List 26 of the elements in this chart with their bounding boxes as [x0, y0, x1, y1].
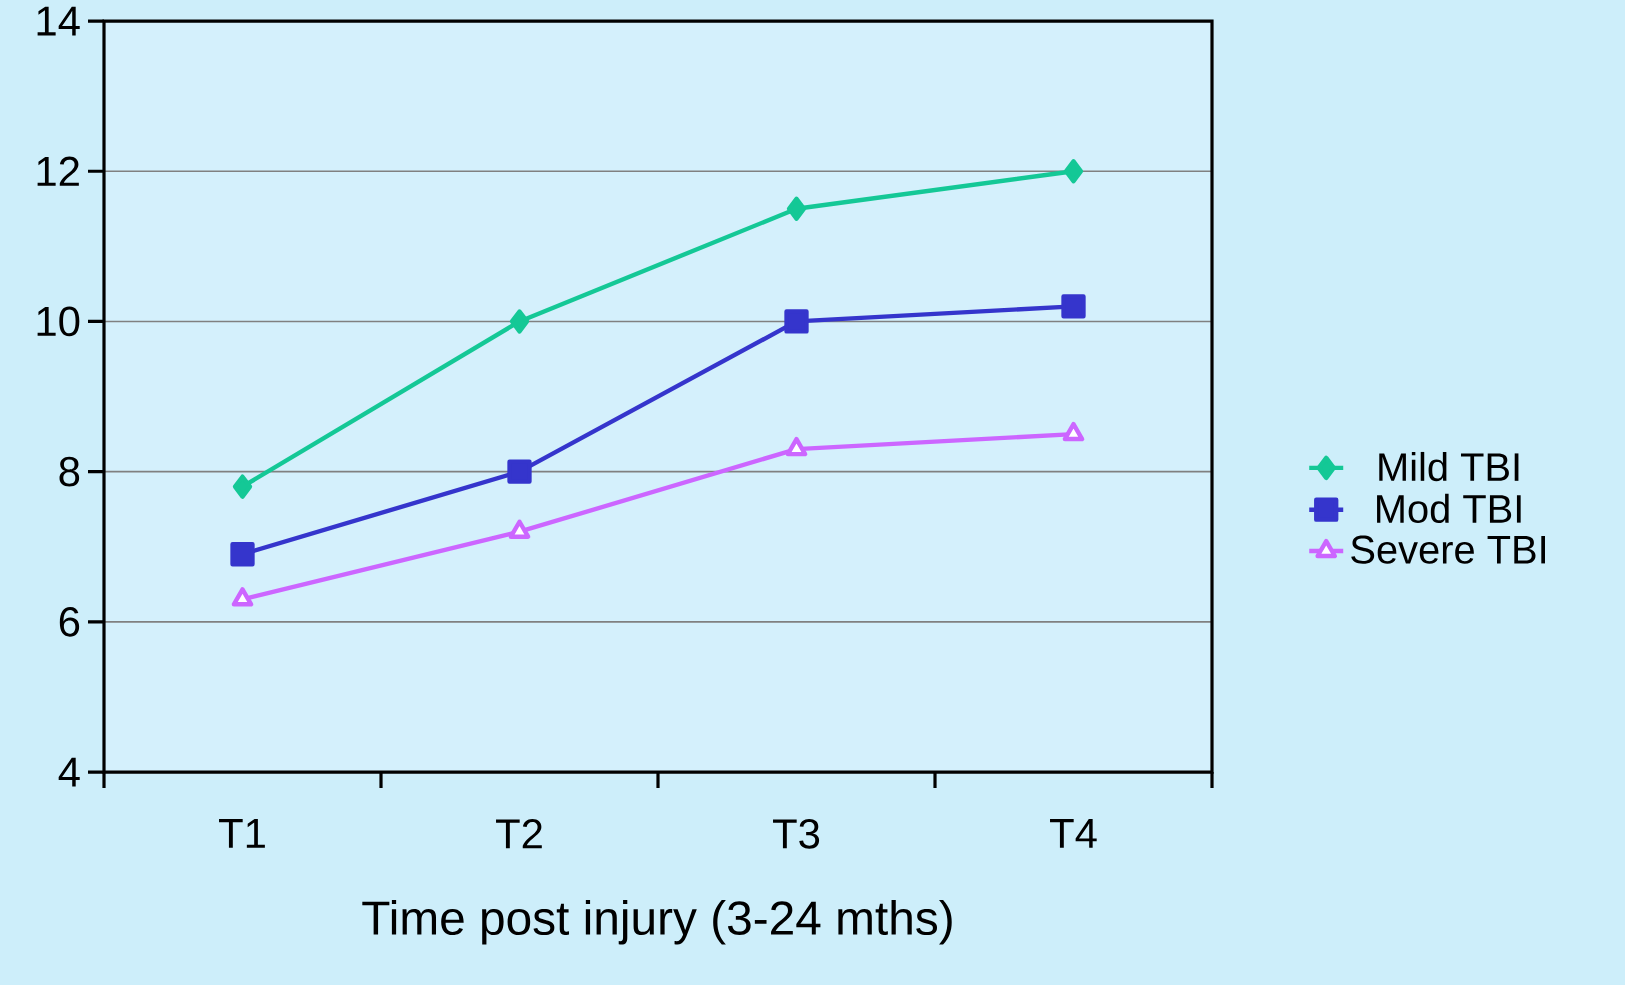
point: [230, 542, 255, 567]
point: [508, 519, 531, 539]
point: [786, 196, 807, 221]
x-tick-label: T4: [1050, 819, 1097, 848]
legend-label: Mild TBI: [1379, 451, 1519, 482]
legend-label: Severe TBI: [1351, 535, 1546, 564]
point: [784, 309, 809, 334]
y-tick-label: 8: [59, 456, 80, 487]
x-tick-label: T1: [219, 819, 265, 848]
point: [507, 459, 532, 484]
point: [232, 474, 253, 499]
y-tick-label: 10: [37, 306, 80, 337]
point: [231, 587, 254, 607]
y-tick-label: 4: [58, 757, 80, 787]
y-tick-label: 14: [37, 6, 80, 36]
point: [1063, 159, 1084, 184]
x-tick-label: T3: [773, 819, 820, 849]
x-axis-title: Time post injury (3-24 mths): [362, 899, 952, 945]
y-tick-label: 6: [59, 607, 80, 637]
point: [509, 309, 530, 334]
point: [1061, 294, 1086, 319]
point: [785, 436, 808, 457]
x-tick-label: T2: [496, 819, 542, 849]
legend-label: Mod TBI: [1377, 493, 1521, 524]
point: [1062, 421, 1085, 442]
y-tick-label: 12: [37, 156, 79, 186]
